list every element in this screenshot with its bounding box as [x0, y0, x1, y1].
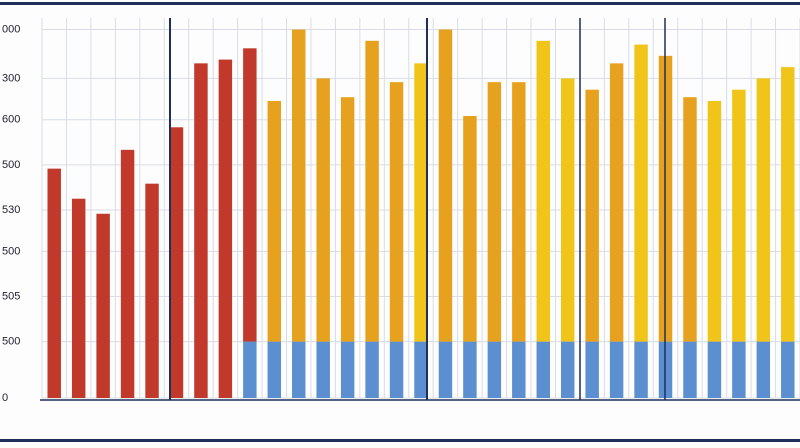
bar-segment: [756, 341, 771, 398]
bar-segment: [585, 341, 599, 398]
bar-segment: [47, 168, 61, 398]
bar-segment: [512, 341, 526, 398]
y-tick-label: 000: [2, 23, 20, 35]
bar-segment: [438, 29, 453, 342]
bar-segment: [243, 341, 257, 398]
bar-segment: [145, 183, 159, 398]
y-tick-label: 300: [2, 72, 20, 84]
bar-segment: [487, 341, 502, 398]
bar-segment: [267, 100, 282, 342]
bar-segment: [414, 341, 428, 398]
y-tick-label: 600: [2, 114, 20, 126]
bar-segment: [634, 44, 648, 342]
bar-segment: [267, 341, 282, 398]
bar-segment: [169, 127, 184, 398]
bar-segment: [218, 59, 233, 398]
bar-segment: [707, 341, 722, 398]
y-tick-label: 500: [2, 336, 20, 348]
bar-segment: [365, 341, 379, 398]
bar-segment: [340, 341, 355, 398]
bar-segment: [609, 63, 624, 342]
y-tick-label: 505: [2, 290, 20, 302]
bar-segment: [414, 63, 428, 342]
bar-segment: [781, 67, 795, 342]
bar-segment: [71, 198, 86, 398]
bar-segment: [609, 341, 624, 398]
bar-segment: [194, 63, 208, 399]
bar-segment: [732, 89, 746, 342]
bar-segment: [707, 100, 722, 342]
bar-segment: [292, 29, 306, 342]
bar-segment: [365, 40, 379, 342]
y-tick-label: 500: [2, 159, 20, 171]
bar-segment: [96, 213, 110, 398]
bar-segment: [560, 78, 575, 342]
bar-segment: [292, 341, 306, 398]
bar-segment: [585, 89, 599, 342]
bar-segment: [560, 341, 575, 398]
grid: [41, 18, 800, 399]
bar-segment: [389, 341, 404, 398]
bar-segment: [756, 78, 771, 342]
bar-segment: [634, 341, 648, 398]
y-tick-label: 530: [2, 204, 20, 216]
bar-segment: [463, 116, 477, 342]
bar-segment: [536, 341, 550, 398]
bar-segment: [463, 341, 477, 398]
bar-segment: [316, 78, 330, 342]
bar-segment: [438, 341, 453, 398]
bar-segment: [683, 97, 697, 342]
bar-segment: [389, 82, 404, 342]
bar-segment: [732, 341, 746, 398]
bar-segment: [512, 82, 526, 342]
bar-segment: [487, 82, 502, 342]
bar-segment: [536, 40, 550, 342]
bar-segment: [316, 341, 330, 398]
y-tick-label: 0: [2, 392, 8, 404]
bottom-border: [0, 439, 800, 442]
bar-segment: [340, 97, 355, 342]
bar-segment: [120, 149, 135, 398]
bar-segment: [683, 341, 697, 398]
bar-segment: [243, 48, 257, 342]
bars: [47, 29, 795, 399]
bar-segment: [781, 341, 795, 398]
y-tick-label: 500: [2, 245, 20, 257]
top-border: [0, 2, 800, 5]
